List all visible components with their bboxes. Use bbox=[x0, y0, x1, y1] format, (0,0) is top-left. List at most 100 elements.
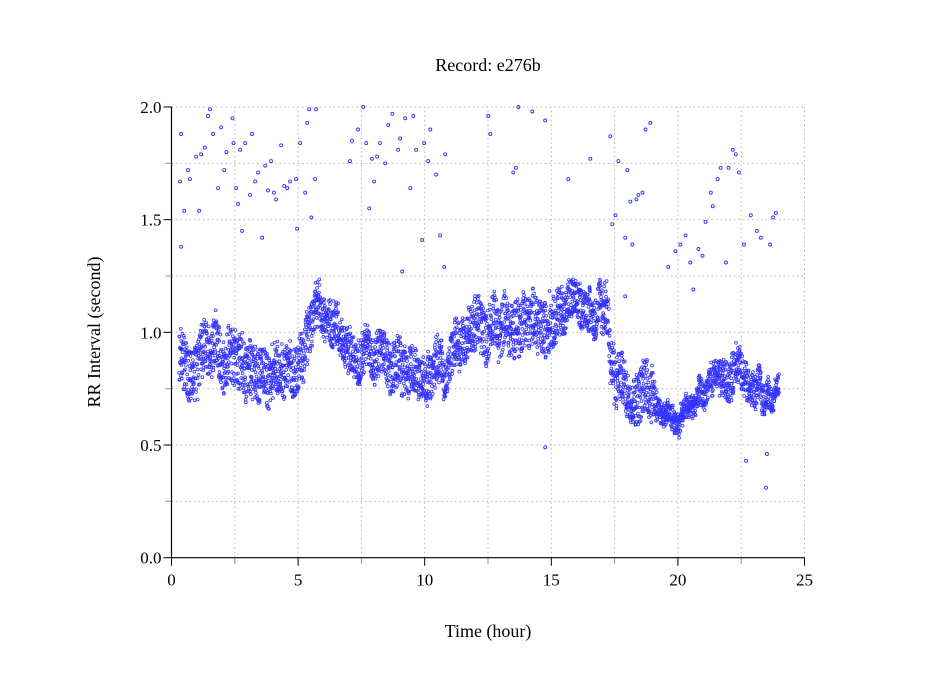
data-point bbox=[559, 284, 564, 289]
data-point bbox=[732, 379, 737, 384]
data-point bbox=[749, 395, 754, 400]
data-point bbox=[582, 324, 586, 329]
data-point bbox=[487, 302, 492, 307]
data-point bbox=[316, 292, 321, 297]
data-point bbox=[588, 289, 592, 294]
data-point bbox=[281, 370, 286, 375]
data-point bbox=[541, 319, 546, 324]
data-point bbox=[485, 322, 489, 326]
data-point bbox=[721, 393, 725, 398]
data-point bbox=[388, 392, 392, 397]
data-point bbox=[511, 331, 516, 336]
data-point bbox=[303, 355, 308, 359]
data-point bbox=[634, 373, 639, 377]
data-point bbox=[545, 335, 549, 340]
outlier-point bbox=[426, 159, 431, 164]
data-point bbox=[497, 312, 502, 317]
data-point bbox=[696, 401, 700, 406]
data-point bbox=[227, 360, 231, 365]
data-point bbox=[414, 348, 418, 353]
outlier-point bbox=[634, 197, 639, 202]
data-point bbox=[346, 371, 351, 376]
data-point bbox=[292, 356, 297, 361]
data-point bbox=[194, 387, 198, 391]
data-point bbox=[236, 386, 241, 391]
outlier-point bbox=[758, 235, 763, 240]
data-point bbox=[229, 329, 233, 334]
outlier-point bbox=[422, 141, 427, 146]
data-point bbox=[542, 313, 546, 318]
data-point bbox=[207, 340, 212, 344]
data-point bbox=[412, 377, 417, 382]
data-point bbox=[359, 356, 364, 360]
data-point bbox=[260, 368, 264, 373]
data-point bbox=[705, 378, 709, 383]
data-point bbox=[645, 376, 650, 381]
data-point bbox=[192, 387, 196, 392]
data-point bbox=[203, 351, 208, 355]
data-point bbox=[253, 354, 257, 359]
data-point bbox=[494, 321, 499, 325]
data-point bbox=[435, 356, 440, 361]
data-point bbox=[765, 397, 770, 402]
data-point bbox=[650, 363, 654, 368]
data-point bbox=[317, 283, 322, 287]
data-point bbox=[421, 355, 426, 359]
data-point bbox=[563, 331, 567, 336]
data-point bbox=[408, 346, 413, 351]
data-point bbox=[479, 302, 483, 307]
data-point bbox=[627, 391, 632, 395]
data-point bbox=[734, 340, 738, 345]
data-point bbox=[536, 319, 541, 324]
data-point bbox=[654, 390, 659, 395]
outlier-point bbox=[272, 190, 276, 195]
data-point bbox=[301, 361, 305, 366]
data-point bbox=[542, 339, 547, 344]
data-point bbox=[439, 338, 444, 343]
data-point bbox=[635, 384, 640, 388]
data-point bbox=[385, 345, 390, 350]
outlier-point bbox=[266, 188, 270, 193]
data-point bbox=[457, 355, 461, 360]
outlier-point bbox=[724, 260, 728, 265]
data-point bbox=[179, 363, 184, 367]
data-point bbox=[724, 361, 729, 365]
outlier-point bbox=[411, 114, 416, 118]
data-point bbox=[641, 369, 646, 374]
data-point bbox=[594, 327, 599, 331]
outlier-point bbox=[378, 141, 383, 146]
data-point bbox=[188, 368, 193, 373]
outlier-point bbox=[488, 132, 493, 136]
data-point bbox=[539, 342, 544, 347]
data-point bbox=[383, 368, 388, 372]
data-point bbox=[559, 306, 564, 311]
outlier-point bbox=[696, 247, 701, 251]
outlier-point bbox=[742, 242, 746, 247]
data-point bbox=[191, 358, 195, 362]
outlier-point bbox=[364, 141, 369, 146]
data-point bbox=[406, 396, 411, 401]
data-point bbox=[285, 384, 290, 389]
data-point bbox=[429, 355, 433, 360]
data-point bbox=[204, 322, 208, 327]
data-point bbox=[606, 320, 610, 324]
data-point bbox=[598, 281, 603, 286]
data-point bbox=[484, 361, 489, 366]
data-point bbox=[576, 282, 580, 287]
data-point bbox=[441, 378, 445, 383]
data-point bbox=[292, 358, 296, 363]
data-point bbox=[390, 365, 395, 369]
data-point bbox=[465, 331, 469, 336]
outlier-point bbox=[613, 213, 618, 218]
data-point bbox=[489, 317, 494, 322]
outlier-point bbox=[367, 206, 372, 211]
data-point bbox=[666, 401, 670, 405]
data-point bbox=[245, 345, 249, 350]
data-point bbox=[439, 344, 444, 349]
y-tick-label: 2.0 bbox=[140, 98, 161, 117]
data-point bbox=[473, 347, 478, 352]
data-point bbox=[601, 332, 605, 337]
data-point bbox=[710, 393, 715, 398]
data-point bbox=[200, 357, 204, 362]
data-point bbox=[640, 385, 645, 390]
